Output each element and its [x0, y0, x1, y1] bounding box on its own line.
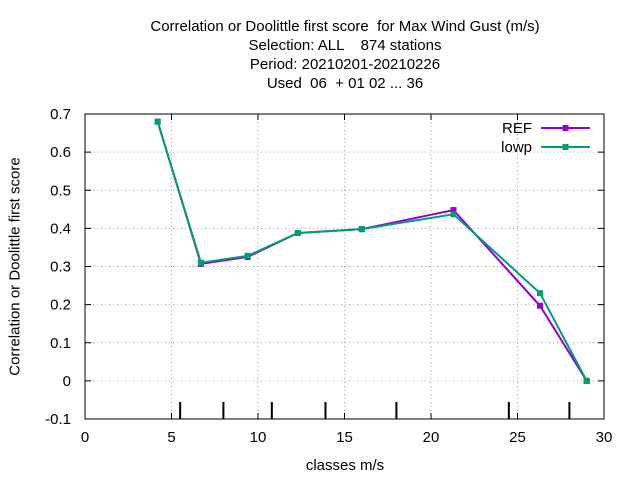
series-REF: [154, 118, 590, 384]
data-point: [244, 252, 251, 259]
series: [154, 118, 590, 384]
x-tick-label: 10: [250, 429, 267, 446]
x-ticks: 0 5 10 15 20 25 30: [81, 114, 613, 446]
x-tick-label: 25: [509, 429, 526, 446]
x-tick-label: 5: [167, 429, 175, 446]
data-point: [294, 229, 301, 236]
legend-label: lowp: [501, 139, 532, 156]
series-line: [156, 121, 588, 382]
y-tick-label: 0.5: [50, 182, 71, 199]
y-tick-label: 0.3: [50, 259, 71, 276]
data-point: [536, 290, 543, 297]
legend-swatch-marker: [562, 125, 569, 131]
y-tick-label: 0.6: [50, 144, 71, 161]
x-tick-label: 20: [423, 429, 440, 446]
grid: [85, 114, 604, 419]
y-tick-label: 0.7: [50, 106, 71, 123]
x-tick-label: 30: [596, 429, 613, 446]
data-point: [197, 259, 204, 266]
legend-label: REF: [502, 120, 532, 137]
x-tick-label: 15: [336, 429, 353, 446]
title-line-1: Correlation or Doolittle first score for…: [150, 18, 540, 35]
legend: REF lowp: [501, 120, 590, 156]
title-line-3: Period: 20210201-20210226: [249, 56, 441, 73]
title-line-4: Used 06 + 01 02 ... 36: [266, 75, 424, 92]
data-point: [358, 226, 365, 233]
y-tick-label: 0.1: [50, 335, 71, 352]
class-boundary-marks: [179, 402, 571, 419]
legend-swatch-marker: [562, 144, 569, 150]
data-point: [583, 377, 590, 384]
data-point: [154, 118, 161, 125]
x-axis-label: classes m/s: [305, 457, 385, 474]
data-point: [450, 207, 457, 214]
data-point: [536, 302, 543, 309]
series-line: [156, 121, 588, 382]
series-lowp: [154, 118, 590, 384]
x-tick-label: 0: [81, 429, 89, 446]
y-ticks: -0.1 0 0.1 0.2 0.3 0.4 0.5 0.6 0.7: [45, 106, 604, 428]
y-tick-label: -0.1: [45, 411, 71, 428]
data-point: [450, 211, 457, 218]
y-tick-label: 0: [63, 373, 71, 390]
title-line-2: Selection: ALL 874 stations: [248, 37, 442, 54]
y-tick-label: 0.2: [50, 297, 71, 314]
y-tick-label: 0.4: [50, 220, 71, 237]
